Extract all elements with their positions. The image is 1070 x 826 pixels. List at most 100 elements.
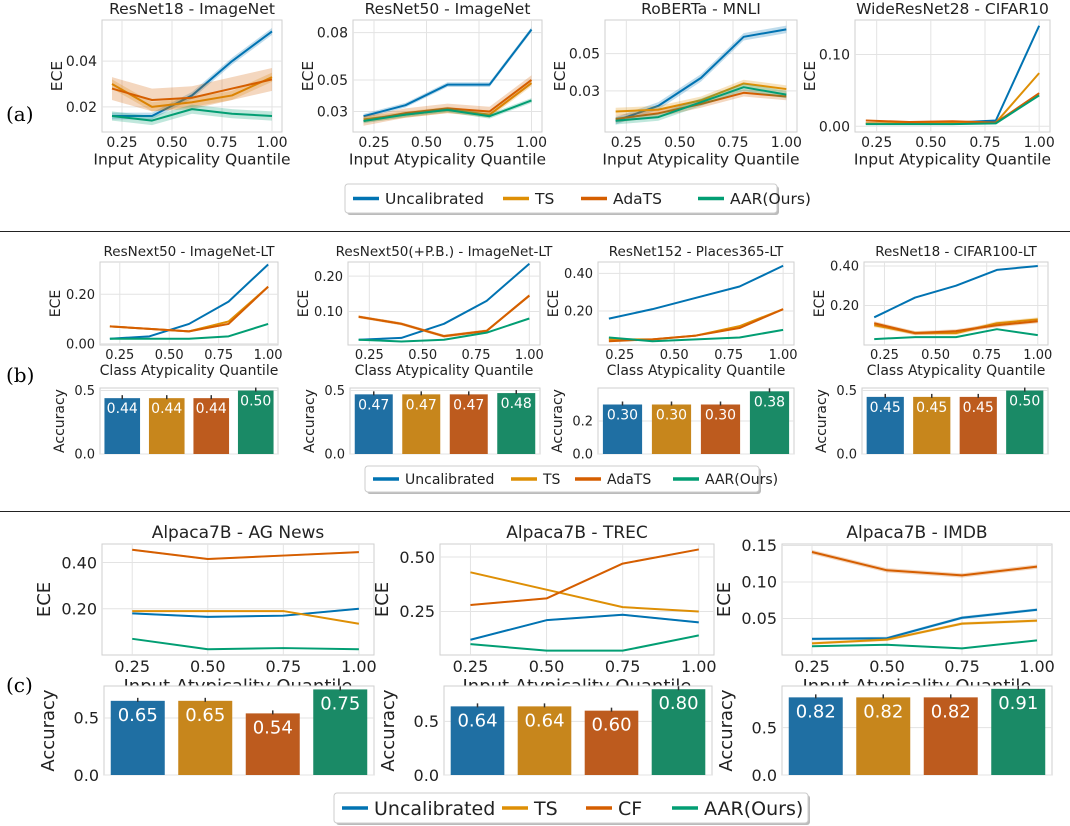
series-line [865,92,1040,124]
legend-entry: TS [542,472,561,488]
x-tick-label: 0.25 [114,657,150,676]
x-tick-label: 0.75 [717,135,748,151]
accuracy-bar [449,394,488,454]
y-tick-label: 0.5 [74,709,99,728]
row-label-c: (c) [6,673,33,697]
y-tick-label: 0.03 [317,105,348,121]
bar-value-label: 0.44 [196,401,227,417]
bar-value-label: 0.50 [1009,394,1040,410]
chart-title: ResNet50 - ImageNet [365,0,531,18]
row-label-a: (a) [6,102,34,126]
x-tick-label: 0.50 [190,657,226,676]
legend-entry: Uncalibrated [405,472,494,488]
y-axis-label: Accuracy [38,689,59,772]
section-divider [0,231,1070,232]
x-tick-label: 0.75 [463,135,494,151]
chart-title: Alpaca7B - AG News [152,523,325,543]
y-tick-label: 0.15 [741,536,777,555]
x-tick-label: 1.00 [769,348,798,363]
x-tick-label: 1.00 [1019,657,1055,676]
series-line [111,78,273,101]
series-line [865,94,1040,126]
x-tick-label: 0.25 [358,135,389,151]
chart-title: ResNext50(+P.B.) - ImageNet-LT [336,244,553,260]
chart-title: ResNext50 - ImageNet-LT [104,244,276,260]
x-tick-label: 1.00 [515,348,544,363]
series-line [615,91,787,120]
y-tick-label: 0.20 [314,270,343,285]
y-axis-label: ECE [714,582,735,617]
series-line [608,264,784,320]
y-tick-label: 0.05 [569,47,600,63]
x-tick-label: 1.00 [254,348,283,363]
series-line [874,328,1038,341]
y-tick-label: 0.5 [74,384,95,399]
x-tick-label: 1.00 [1023,348,1052,363]
y-tick-label: 0.5 [414,712,439,731]
confidence-band [615,79,787,116]
y-tick-label: 0.0 [74,448,95,463]
bar-value-label: 0.64 [457,710,497,731]
legend-entry: AAR(Ours) [704,798,803,820]
legend-b: Uncalibrated TS AdaTS AAR(Ours) [364,465,778,494]
y-tick-label: 0.25 [399,602,435,621]
x-tick-label: 0.75 [204,348,233,363]
series-line [873,320,1038,335]
y-tick-label: 0.5 [324,384,345,399]
y-tick-label: 0.2 [572,415,593,430]
x-tick-label: 0.50 [529,657,565,676]
x-tick-label: 1.00 [681,657,717,676]
confidence-band [615,83,787,125]
legend-entry: Uncalibrated [385,190,484,208]
y-axis-label: ECE [299,61,317,91]
bar-value-label: 0.75 [320,693,360,714]
bar-value-label: 0.82 [863,701,903,722]
line-chart: 0.25 0.50 0.75 1.00 0.02 0.04 ResNet18 - Image… [48,0,291,169]
y-tick-label: 0.05 [741,609,777,628]
x-tick-label: 0.50 [869,657,905,676]
accuracy-bar [104,398,141,454]
x-tick-label: 0.25 [861,135,892,151]
accuracy-bar [497,393,536,454]
bar-chart: 0.0 0.5 0.82 0.82 0.82 0.91 Accuracy [716,685,1053,785]
chart-title: ResNet18 - CIFAR100-LT [875,244,1037,260]
series-line [109,286,269,333]
bar-value-label: 0.38 [754,394,785,410]
series-line [363,99,532,122]
x-tick-label: 0.50 [408,348,437,363]
x-tick-label: 1.00 [516,135,547,151]
chart-title: WideResNet28 - CIFAR10 [856,0,1049,18]
legend-c: Uncalibrated TS CF AAR(Ours) [333,792,810,825]
legend-entry: TS [534,190,554,208]
y-axis-label: ECE [546,290,562,317]
bar-value-label: 0.30 [607,408,638,424]
bar-chart: 0.0 0.5 0.47 0.47 0.47 0.48 Accuracy [302,384,541,463]
series-line [470,571,699,613]
series-line [811,551,1038,577]
bar-chart: 0.0 0.5 0.65 0.65 0.54 0.75 Accuracy [38,685,375,785]
bar-chart: 0.0 0.5 0.44 0.44 0.44 0.50 Accuracy [52,384,279,463]
y-axis-label: ECE [48,61,66,91]
series-line [358,317,530,343]
accuracy-bar [517,706,572,775]
y-axis-label: Accuracy [378,689,399,772]
bar-value-label: 0.80 [658,693,698,714]
plot-area [101,543,375,656]
plot-area [347,261,541,346]
chart-title: ResNet18 - ImageNet [109,0,275,18]
legend-entry: AdaTS [613,190,662,208]
accuracy-bar [148,398,185,454]
bar-value-label: 0.47 [358,397,389,413]
x-tick-label: 0.75 [206,135,237,151]
x-tick-label: 0.75 [944,657,980,676]
section-divider [0,511,1070,512]
legend-box [364,465,760,493]
chart-title: RoBERTa - MNLI [641,0,761,18]
line-chart: 0.25 0.50 0.75 1.00 0.05 0.10 0.15 Alpaca7B - I… [714,523,1055,697]
x-tick-label: 0.75 [605,657,641,676]
x-tick-label: 0.75 [266,657,302,676]
accuracy-bar [237,390,274,454]
bar-value-label: 0.82 [931,701,971,722]
